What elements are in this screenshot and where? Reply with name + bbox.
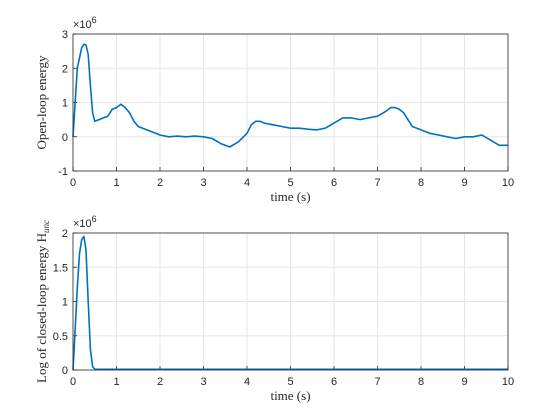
x-tick-label: 7 [374, 376, 380, 388]
x-tick-label: 2 [157, 177, 163, 189]
y-tick-label: 1 [62, 297, 68, 309]
x-tick-label: 10 [502, 376, 514, 388]
x-tick-label: 6 [331, 177, 337, 189]
x-tick-label: 8 [418, 376, 424, 388]
closed-loop-energy-plot: 0 1 2 3 4 5 6 7 8 9 10 0 0.5 1 1.5 2 time (s) Log of c… [34, 214, 514, 403]
y-exponent-base: ×10 [73, 218, 92, 230]
x-axis-label: time (s) [270, 189, 310, 204]
x-tick-label: 8 [418, 177, 424, 189]
series-line [72, 43, 508, 148]
y-exponent-base: ×10 [73, 19, 92, 31]
x-tick-label: 6 [331, 376, 337, 388]
x-tick-label: 5 [287, 177, 293, 189]
y-tick-label: -1 [58, 166, 68, 178]
plot-frame [72, 33, 509, 172]
y-tick-label: 2 [62, 63, 68, 75]
y-tick-label: 1 [62, 98, 68, 110]
plot-frame [72, 232, 509, 371]
x-tick-label: 3 [200, 177, 206, 189]
x-tick-labels: 0 1 2 3 4 5 6 7 8 9 10 [70, 177, 514, 189]
y-axis-label: Open-loop energy [34, 55, 49, 149]
x-tick-label: 3 [200, 376, 206, 388]
x-tick-label: 2 [157, 376, 163, 388]
y-axis-label: Log of closed-loop energy Hunc [34, 220, 51, 383]
x-tick-label: 10 [502, 177, 514, 189]
series-group [72, 43, 508, 148]
x-tick-label: 0 [70, 376, 76, 388]
y-tick-label: 0.5 [53, 331, 68, 343]
x-tick-label: 1 [113, 376, 119, 388]
x-tick-labels: 0 1 2 3 4 5 6 7 8 9 10 [70, 376, 514, 388]
y-exponent-power: 6 [92, 15, 97, 25]
x-tick-label: 7 [374, 177, 380, 189]
y-exponent: ×106 [73, 214, 97, 230]
x-tick-label: 9 [461, 177, 467, 189]
x-tick-label: 5 [287, 376, 293, 388]
y-tick-label: 0 [62, 365, 68, 377]
y-tick-label: 2 [62, 228, 68, 240]
x-axis-label: time (s) [270, 388, 310, 403]
y-exponent-power: 6 [92, 214, 97, 224]
grid [72, 232, 509, 371]
x-tick-label: 1 [113, 177, 119, 189]
y-tick-label: 0 [62, 132, 68, 144]
y-axis-label-main: Log of closed-loop energy H [34, 233, 49, 383]
y-tick-label: 1.5 [53, 262, 68, 274]
series-line [72, 235, 508, 371]
y-axis-label-subscript: unc [41, 220, 51, 233]
y-tick-labels: 0 0.5 1 1.5 2 [53, 228, 68, 377]
y-tick-label: 3 [62, 29, 68, 41]
x-tick-label: 0 [70, 177, 76, 189]
y-exponent: ×106 [73, 15, 97, 31]
x-tick-label: 4 [244, 177, 250, 189]
series-group [72, 235, 508, 371]
grid [72, 33, 509, 172]
x-tick-label: 9 [461, 376, 467, 388]
x-tick-label: 4 [244, 376, 250, 388]
y-tick-labels: -1 0 1 2 3 [58, 29, 68, 178]
